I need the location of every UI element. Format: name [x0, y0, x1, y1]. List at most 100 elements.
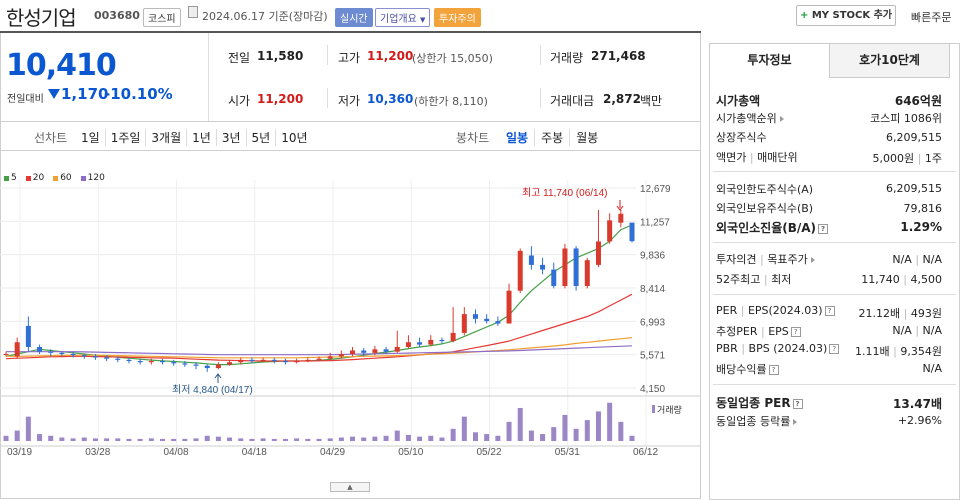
divider	[713, 171, 956, 172]
help-icon[interactable]: ?	[768, 365, 779, 375]
current-price: 10,410	[6, 48, 117, 83]
volume-bar	[495, 435, 501, 441]
w52-label: 52주최고 | 최저	[716, 273, 792, 286]
period-tab[interactable]: 3개월	[145, 129, 186, 146]
candle-body	[160, 361, 165, 363]
period-tab[interactable]: 5년	[245, 129, 276, 146]
candle-body	[428, 339, 434, 345]
foreign-ratio-label: 외국인소진율(B/A)?	[716, 219, 829, 236]
volume-bar	[316, 438, 322, 441]
stock-code: 003680	[94, 9, 140, 22]
legend-swatch	[4, 175, 9, 181]
y-tick-label: 11,257	[640, 217, 670, 228]
foreign-limit-value: 6,209,515	[886, 182, 942, 195]
x-tick-label: 03/28	[85, 447, 110, 458]
candle-body	[249, 359, 255, 362]
candle-body	[629, 222, 635, 242]
volume-bar	[473, 432, 478, 441]
help-icon[interactable]: ?	[790, 327, 801, 337]
candle-body	[417, 342, 423, 345]
help-icon[interactable]: ?	[792, 398, 803, 409]
upper-limit: (상한가 15,050)	[412, 52, 493, 65]
candle-body	[260, 359, 266, 362]
volume-legend-swatch	[652, 405, 655, 413]
chevron-up-icon: ▲	[347, 483, 353, 491]
candle-body	[562, 248, 568, 286]
tab-order-book[interactable]: 호가10단계	[829, 43, 950, 78]
amount-label: 거래대금	[550, 94, 595, 108]
w52-value: 11,740 | 4,500	[861, 273, 942, 286]
per-label: PER	[716, 304, 738, 317]
arrow-right-icon	[779, 116, 784, 122]
volume-bar	[484, 434, 490, 441]
candle-body	[394, 346, 400, 352]
candle-chart-label[interactable]: 봉차트	[456, 131, 490, 145]
candle-period-tab[interactable]: 주봉	[534, 129, 569, 146]
candle-body	[439, 339, 445, 342]
volume-bar	[249, 438, 255, 441]
company-overview-tag[interactable]: 기업개요 ▼	[375, 8, 431, 27]
legend-item: 120	[80, 173, 105, 183]
help-icon[interactable]: ?	[818, 223, 829, 234]
period-tab[interactable]: 1주일	[104, 129, 146, 146]
period-tab[interactable]: 3년	[215, 129, 246, 146]
sector-per-label: 동일업종 PER?	[716, 394, 803, 411]
base-date: 2024.06.17 기준(장마감)	[202, 10, 328, 23]
x-tick-label: 04/18	[242, 447, 267, 458]
low-value: 10,360	[367, 92, 414, 106]
pbr-value: 1.11배	[855, 345, 890, 358]
period-tab[interactable]: 10년	[275, 129, 312, 146]
sector-per-text: 동일업종 PER	[716, 396, 791, 410]
shares-value: 6,209,515	[886, 131, 942, 144]
x-tick-label: 05/31	[555, 447, 580, 458]
open-value: 11,200	[257, 92, 304, 106]
main-panel-top-line	[0, 31, 701, 33]
y-tick-label: 9,836	[640, 251, 665, 262]
candle-body	[182, 363, 188, 365]
candle-body	[81, 355, 87, 357]
candle-body	[193, 364, 199, 366]
period-tab[interactable]: 1일	[81, 131, 100, 145]
div-label-text: 배당수익률	[716, 363, 767, 376]
sector-per-value: 13.47배	[893, 397, 942, 411]
help-icon[interactable]: ?	[824, 306, 835, 316]
legend-item: 20	[25, 173, 44, 183]
volume-bar	[361, 437, 367, 441]
pbr-bps-value: 1.11배 | 9,354원	[855, 345, 942, 358]
foreign-hold-label: 외국인보유주식수(B)	[716, 202, 814, 215]
target-label: 목표주가	[767, 253, 808, 266]
y-tick-label: 5,571	[640, 351, 665, 362]
volume-bar	[428, 435, 434, 441]
market-cap-rank-text: 시가총액순위	[716, 112, 777, 125]
candle-body	[115, 358, 121, 360]
stock-chart[interactable]: 12,679 11,257 9,836 8,414 6,993 5,571 4,150 03/…	[0, 180, 700, 465]
x-tick-label: 06/12	[633, 447, 658, 458]
y-tick-label: 6,993	[640, 317, 665, 328]
volume-bar	[517, 407, 523, 441]
candle-period-tab[interactable]: 월봉	[569, 129, 604, 146]
volume-bar	[48, 435, 54, 441]
per-value: 21.12배	[858, 307, 901, 320]
divider	[0, 150, 701, 151]
volume-bar	[618, 421, 624, 441]
candle-body	[461, 314, 467, 333]
add-mystock-button[interactable]: + MY STOCK 추가	[796, 5, 896, 26]
quick-order-link[interactable]: 빠른주문	[911, 11, 952, 24]
par-value: 5,000원	[872, 152, 915, 165]
prev-close-value: 11,580	[257, 49, 304, 63]
help-icon[interactable]: ?	[829, 344, 840, 354]
candle-body	[215, 364, 221, 369]
line-chart-label[interactable]: 선차트	[34, 131, 68, 145]
realtime-tag[interactable]: 실시간	[335, 8, 373, 27]
volume-bar	[104, 438, 110, 441]
period-tab[interactable]: 1년	[186, 129, 216, 146]
volume-bar	[37, 434, 43, 441]
pbr-bps-label: PBR | BPS (2024.03)?	[716, 342, 840, 355]
opinion-label: 투자의견	[716, 253, 757, 266]
high-label: 고가	[338, 51, 361, 65]
tab-investment-info[interactable]: 투자정보	[709, 43, 830, 78]
volume-bar	[294, 438, 300, 441]
change-label: 전일대비	[7, 94, 44, 105]
candle-period-tab[interactable]: 일봉	[506, 131, 529, 145]
collapse-chart-button[interactable]: ▲	[330, 482, 370, 492]
